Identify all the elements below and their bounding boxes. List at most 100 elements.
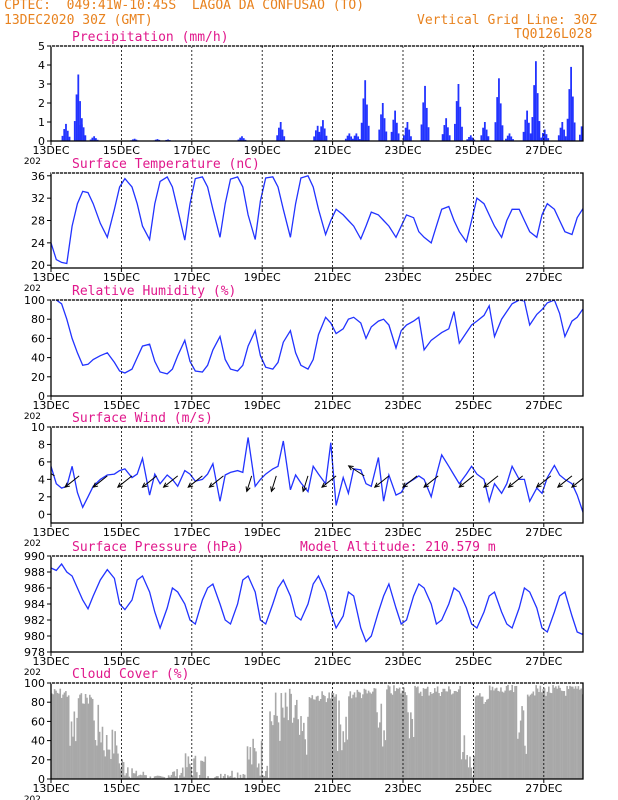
cloud-bar — [526, 694, 529, 779]
cloud-bar — [158, 775, 160, 779]
cloud-bar — [236, 772, 239, 779]
precip-bar — [323, 128, 326, 141]
y-tick-label: 32 — [31, 192, 45, 205]
precip-bar — [320, 126, 323, 141]
cloud-bar — [303, 722, 305, 779]
cloud-bar — [169, 776, 171, 779]
x-tick-label: 27DEC — [525, 271, 562, 284]
wind-arrow — [302, 475, 309, 492]
cloud-bar — [346, 739, 349, 779]
cloud-bar — [529, 694, 532, 779]
cloud-bar — [52, 694, 55, 779]
precip-bar — [131, 139, 134, 141]
cloud-bar — [232, 777, 235, 779]
cloud-bar — [153, 776, 156, 779]
cloud-bar — [160, 776, 163, 779]
cloud-bar — [348, 696, 350, 779]
precip-bar — [367, 125, 370, 141]
precip-bar — [93, 136, 96, 141]
x-tick-label: 23DEC — [384, 526, 421, 539]
pressure-title: Surface Pressure (hPa) — [72, 540, 244, 555]
cloud-bar — [450, 694, 453, 779]
wind-arrow — [374, 475, 390, 488]
precip-bar — [570, 66, 572, 141]
cloud-bar — [474, 696, 477, 779]
humidity-title: Relative Humidity (%) — [72, 284, 236, 299]
cloud-bar — [487, 698, 490, 779]
cloud-bar — [531, 693, 533, 779]
precip-bar — [568, 89, 571, 141]
precip-bar — [278, 127, 280, 141]
precip-bar — [508, 133, 511, 141]
cloud-bar — [138, 775, 140, 779]
y-tick-label: 4 — [38, 473, 45, 486]
cloud-bar — [443, 688, 446, 779]
cloud-bar — [362, 694, 364, 779]
cloud-bar — [518, 732, 521, 779]
precip-bar — [573, 122, 576, 141]
precip-bar — [313, 136, 316, 141]
wind-arrow-head — [556, 482, 563, 488]
wind-arrow-head — [571, 482, 577, 488]
cloud-bar — [438, 693, 440, 779]
precip-bar — [498, 78, 500, 141]
precip-bar — [364, 80, 367, 141]
cloud-bar — [538, 692, 540, 779]
cloud-bar — [128, 776, 131, 779]
cloud-bar — [521, 706, 523, 779]
x-tick-label: 19DEC — [244, 399, 281, 412]
cloud-bar — [408, 738, 411, 779]
cloud-bar — [122, 762, 125, 779]
cloud-bar — [497, 690, 499, 779]
y-tick-label: 8 — [38, 438, 45, 451]
cloud-bar — [104, 756, 107, 779]
wind-arrow-head — [141, 482, 148, 488]
wind-arrow — [571, 477, 583, 488]
precip-bar — [454, 123, 456, 141]
cloud-bar — [448, 686, 450, 779]
precip-bar — [318, 134, 321, 141]
cloud-bar — [357, 691, 360, 779]
cloud-bar — [410, 712, 412, 779]
cloud-bar — [580, 688, 583, 779]
temperature-frame — [50, 172, 584, 269]
precip-bar — [394, 110, 396, 141]
year-label: 202 — [24, 668, 41, 678]
cloud-bar — [110, 758, 112, 779]
cloud-bar — [511, 684, 514, 779]
y-tick-label: 40 — [31, 352, 45, 365]
cloud-bar — [431, 694, 433, 779]
precip-bar — [404, 127, 407, 141]
precip-bar — [77, 134, 80, 141]
cloud-bar — [279, 740, 281, 779]
precip-bar — [380, 114, 382, 141]
wind-arrow-head — [321, 482, 327, 488]
x-tick-label: 21DEC — [314, 655, 351, 668]
cloud-bar — [441, 691, 443, 779]
cloud-bar — [366, 693, 368, 779]
cloud-bar — [500, 687, 502, 779]
precip-bar — [359, 139, 361, 141]
cloud-bar — [103, 750, 105, 779]
cloud-bar — [56, 692, 59, 779]
precip-bar — [425, 107, 428, 141]
cloud-bar — [476, 695, 478, 779]
cloud-bar — [543, 688, 546, 779]
precip-bar — [63, 129, 66, 141]
wind-arrow-head — [535, 482, 542, 488]
precip-bar — [466, 139, 469, 141]
precip-bar — [66, 130, 69, 141]
precip-bar — [526, 110, 528, 141]
x-tick-label: 27DEC — [525, 399, 562, 412]
cloud-bar — [364, 689, 367, 779]
cloud-bar — [183, 776, 185, 779]
cloud-bar — [214, 777, 216, 779]
x-tick-label: 15DEC — [103, 655, 140, 668]
cloud-bar — [284, 692, 287, 779]
cloud-bar — [198, 774, 201, 779]
cloud-bar — [426, 686, 429, 779]
y-tick-label: 10 — [31, 421, 45, 434]
y-tick-label: 80 — [31, 696, 45, 709]
year-label: 202 — [24, 539, 41, 549]
precip-bar — [390, 131, 393, 141]
